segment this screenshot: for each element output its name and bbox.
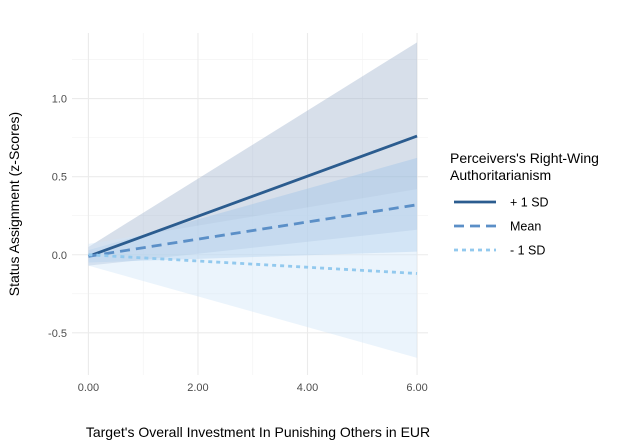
legend-items: + 1 SD Mean - 1 SD (454, 196, 549, 258)
legend-title-line-1: Perceivers's Right-Wing (450, 150, 599, 166)
series-line-1 (88, 203, 418, 258)
series-line-0 (87, 134, 418, 258)
confidence-bands (88, 42, 418, 358)
y-axis-ticks: -0.5 0.0 0.5 1.0 (48, 94, 67, 340)
y-tick-label: 0.0 (52, 250, 67, 262)
x-tick-label: 2.00 (187, 382, 208, 394)
x-tick-label: 0.00 (78, 382, 99, 394)
series-line-2 (88, 253, 418, 275)
legend-title-line-2: Authoritarianism (450, 167, 551, 183)
grid (72, 33, 428, 375)
x-tick-label: 4.00 (297, 382, 318, 394)
y-axis-title: Status Assignment (z-Scores) (6, 112, 22, 296)
confidence-band-2 (88, 189, 418, 358)
x-axis-ticks: 0.00 2.00 4.00 6.00 (78, 382, 428, 394)
legend: Perceivers's Right-Wing Authoritarianism… (450, 150, 599, 258)
x-axis-title: Target's Overall Investment In Punishing… (86, 424, 430, 440)
y-tick-label: 1.0 (52, 94, 67, 106)
y-tick-label: -0.5 (48, 328, 67, 340)
confidence-band-1 (88, 157, 418, 263)
legend-label-2: - 1 SD (510, 244, 545, 258)
x-tick-label: 6.00 (406, 382, 427, 394)
y-tick-label: 0.5 (52, 172, 67, 184)
legend-label-0: + 1 SD (510, 196, 549, 210)
confidence-band-0 (88, 42, 418, 266)
legend-label-1: Mean (510, 220, 541, 234)
regression-lines (87, 134, 418, 275)
